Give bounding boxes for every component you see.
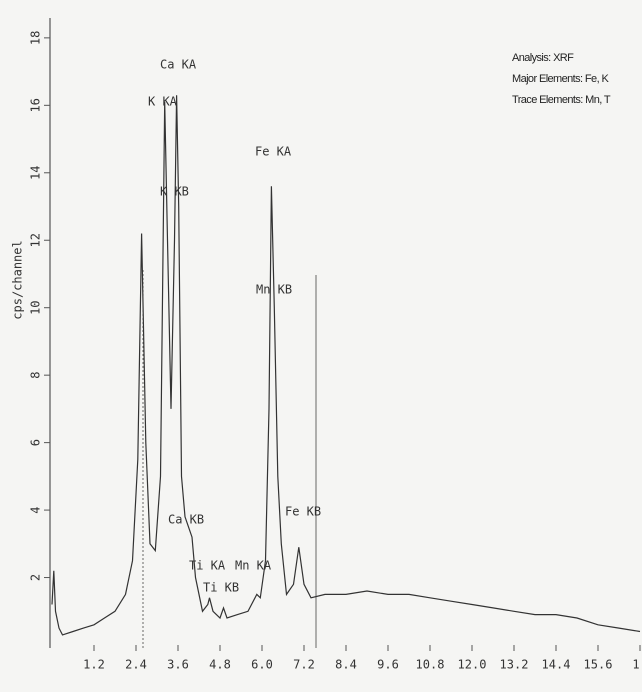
- y-tick-label: 16: [29, 98, 43, 112]
- x-tick-label: 3.6: [167, 658, 189, 672]
- y-tick-label: 14: [29, 166, 43, 180]
- x-tick-label: 12.0: [458, 658, 487, 672]
- y-tick-label: 12: [29, 233, 43, 247]
- x-tick-label: 4.8: [209, 658, 231, 672]
- y-tick-label: 6: [29, 439, 43, 446]
- x-tick-label: 14.4: [542, 658, 571, 672]
- y-tick-label: 10: [29, 300, 43, 314]
- y-axis-label: cps/channel: [11, 240, 25, 319]
- info-text: Trace Elements: Mn, T: [512, 94, 611, 106]
- spectrum-line: [51, 95, 641, 636]
- peak-label: Mn KA: [235, 559, 272, 573]
- y-tick-label: 4: [29, 506, 43, 513]
- y-tick-label: 8: [29, 372, 43, 379]
- x-tick-label: 1: [632, 658, 639, 672]
- x-tick-label: 15.6: [584, 658, 613, 672]
- peak-label: Mn KB: [256, 283, 292, 297]
- x-tick-label: 8.4: [335, 658, 357, 672]
- peak-label: Ca KB: [168, 513, 204, 527]
- y-tick-label: 2: [29, 574, 43, 581]
- peak-label: K KA: [148, 95, 178, 109]
- peak-label: Fe KA: [255, 145, 292, 159]
- x-tick-label: 2.4: [125, 658, 147, 672]
- y-tick-label: 18: [29, 31, 43, 45]
- peak-label: Fe KB: [285, 505, 321, 519]
- peak-label: Ca KA: [160, 58, 197, 72]
- x-tick-label: 7.2: [293, 658, 315, 672]
- info-text: Analysis: XRF: [512, 52, 574, 64]
- x-tick-label: 10.8: [416, 658, 445, 672]
- x-tick-label: 6.0: [251, 658, 273, 672]
- peak-label: Ti KB: [203, 581, 239, 595]
- x-tick-label: 13.2: [500, 658, 529, 672]
- peak-label: Ti KA: [189, 559, 226, 573]
- peak-label: K KB: [160, 185, 189, 199]
- x-tick-label: 9.6: [377, 658, 399, 672]
- info-text: Major Elements: Fe, K: [512, 73, 609, 85]
- x-tick-label: 1.2: [83, 658, 105, 672]
